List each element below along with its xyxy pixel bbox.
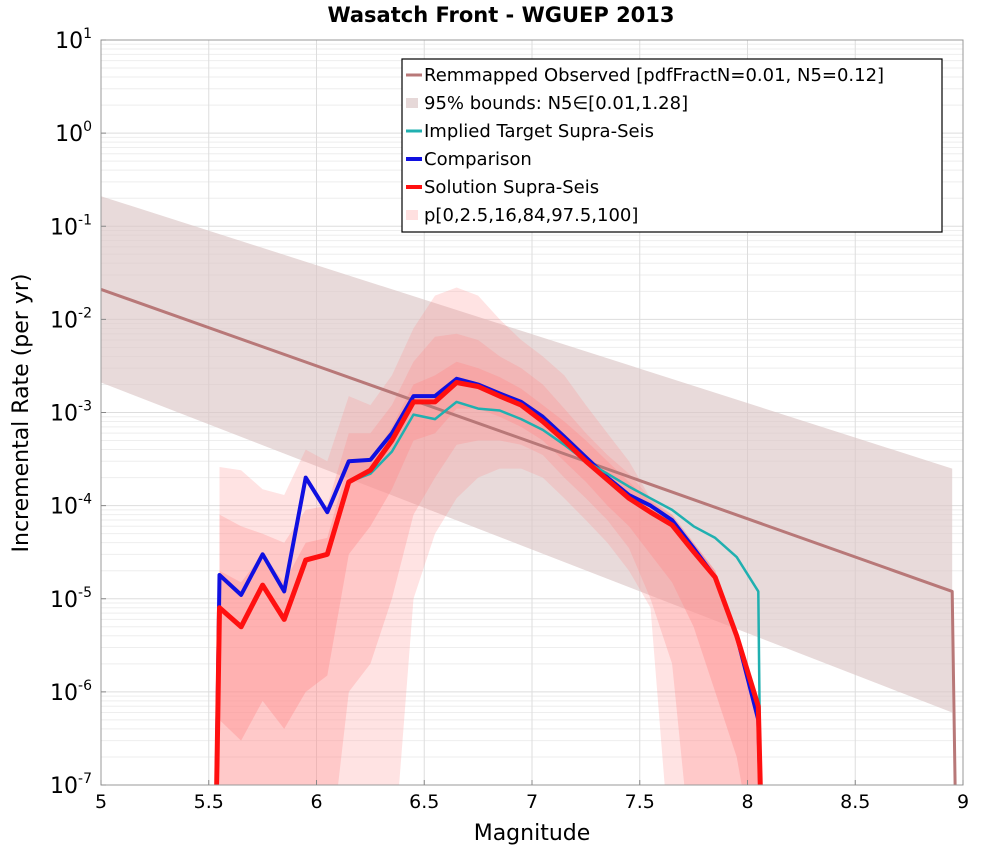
percentile-band-1 — [219, 333, 759, 785]
y-tick-label: 10-7 — [50, 771, 92, 799]
x-tick-label: 9 — [957, 791, 969, 813]
band-layer — [101, 196, 953, 785]
legend-label: Remmapped Observed [pdfFractN=0.01, N5=0… — [424, 65, 884, 86]
percentile-band-0 — [219, 287, 759, 785]
x-tick-label: 7 — [526, 791, 538, 813]
legend-label: Implied Target Supra-Seis — [424, 121, 654, 142]
x-tick-label: 8 — [741, 791, 753, 813]
x-tick-label: 6 — [310, 791, 322, 813]
x-tick-label: 7.5 — [625, 791, 655, 813]
series-layer — [101, 287, 957, 785]
solution-line — [214, 380, 763, 785]
y-axis-label: Incremental Rate (per yr) — [9, 274, 34, 553]
chart-title: Wasatch Front - WGUEP 2013 — [327, 3, 674, 27]
x-tick-label: 5.5 — [194, 791, 224, 813]
observed-line — [101, 287, 957, 785]
y-tick-label: 10-5 — [50, 585, 92, 613]
legend-label: 95% bounds: N5∈[0.01,1.28] — [424, 93, 688, 114]
y-tick-label: 100 — [55, 119, 92, 147]
y-tick-label: 10-6 — [50, 678, 92, 706]
x-axis-label: Magnitude — [474, 821, 591, 846]
x-tick-label: 6.5 — [409, 791, 439, 813]
target-line — [348, 400, 762, 785]
x-tick-label: 8.5 — [840, 791, 870, 813]
percentile-band-2 — [219, 361, 759, 785]
y-axis: 10-7 10-6 10-5 10-4 10-3 10-2 10-1 100 101 — [50, 26, 106, 799]
legend: Remmapped Observed [pdfFractN=0.01, N5=0… — [401, 58, 943, 233]
y-tick-label: 101 — [55, 26, 92, 54]
legend-swatch — [406, 98, 418, 108]
x-tick-label: 5 — [95, 791, 107, 813]
legend-label: Comparison — [424, 149, 532, 170]
legend-label: p[0,2.5,16,84,97.5,100] — [424, 205, 638, 226]
y-tick-label: 10-4 — [50, 492, 92, 520]
y-tick-label: 10-3 — [50, 399, 92, 427]
legend-swatch — [406, 210, 418, 220]
x-axis: 5 5.5 6 6.5 7 7.5 8 8.5 9 — [95, 780, 969, 813]
observed-95-band — [101, 196, 953, 713]
y-tick-label: 10-2 — [50, 305, 92, 333]
legend-box — [401, 58, 943, 233]
legend-label: Solution Supra-Seis — [424, 177, 599, 198]
y-tick-label: 10-1 — [50, 212, 92, 240]
